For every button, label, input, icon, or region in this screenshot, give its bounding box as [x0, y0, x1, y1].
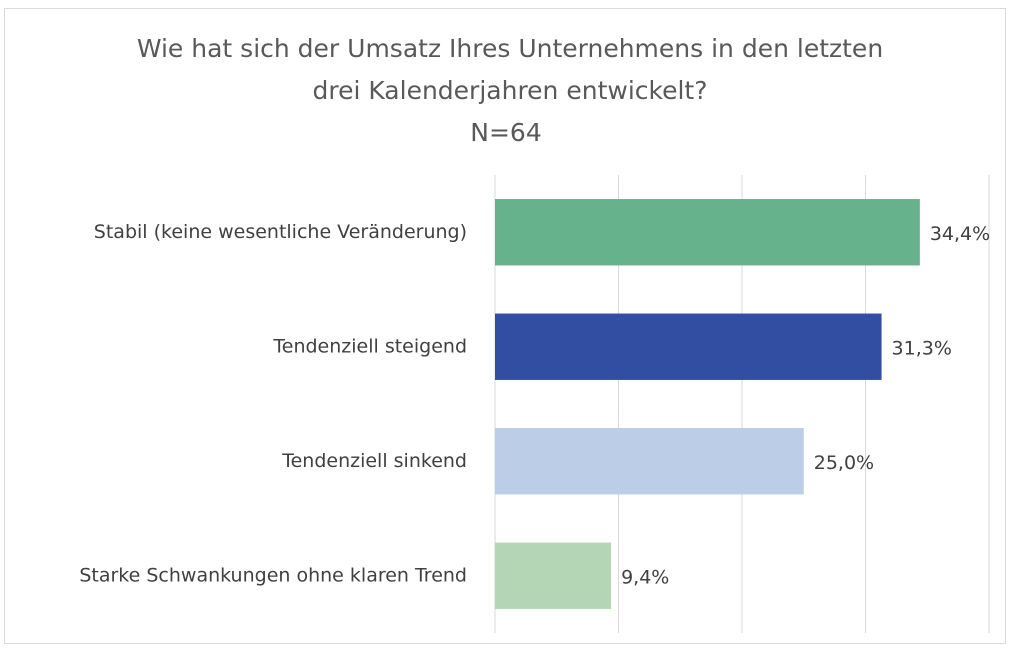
data-label: 9,4%: [621, 566, 669, 588]
data-label: 31,3%: [892, 337, 952, 359]
category-label: Tendenziell sinkend: [281, 450, 467, 472]
category-label: Starke Schwankungen ohne klaren Trend: [79, 564, 467, 586]
chart-title: Wie hat sich der Umsatz Ihres Unternehme…: [136, 34, 884, 105]
category-label: Tendenziell steigend: [272, 335, 467, 357]
data-label: 25,0%: [814, 452, 874, 474]
chart-subtitle: N=64: [470, 118, 542, 147]
bar: [495, 313, 882, 380]
chart-frame: [4, 8, 1006, 644]
bar: [495, 542, 612, 609]
data-label: 34,4%: [930, 223, 990, 245]
bar: [495, 428, 804, 495]
category-label: Stabil (keine wesentliche Veränderung): [94, 221, 467, 243]
bar: [495, 199, 920, 266]
